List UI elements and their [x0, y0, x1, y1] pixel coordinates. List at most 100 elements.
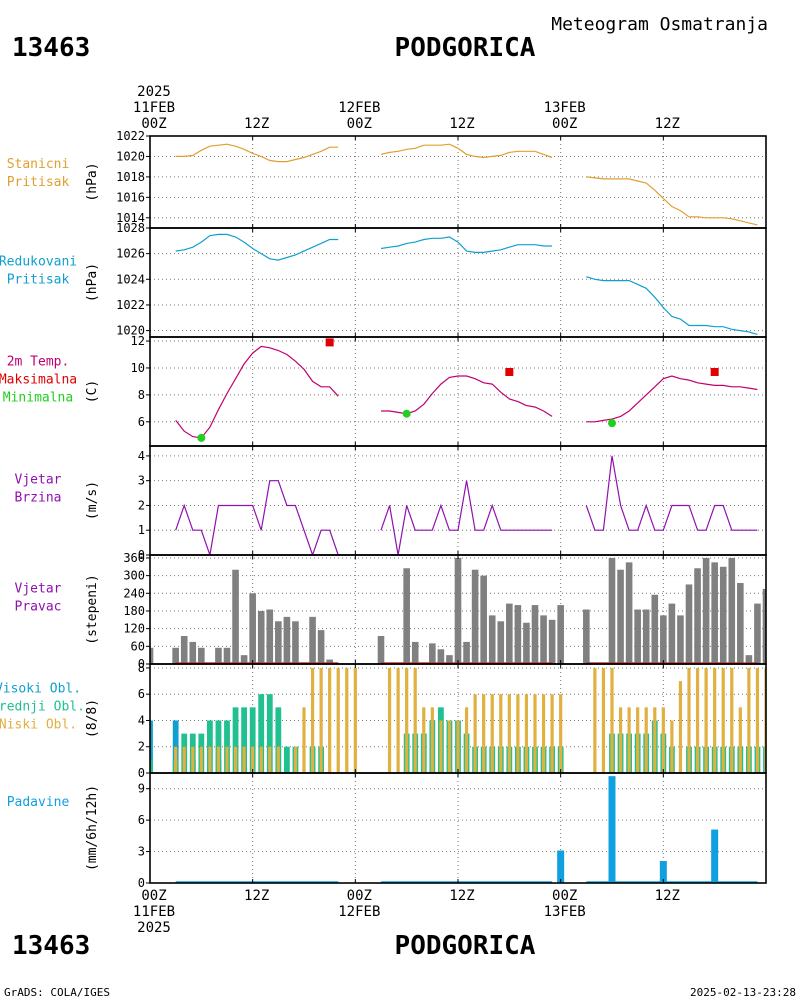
- precip-bar: [557, 850, 565, 883]
- wind-dir-bar: [660, 615, 667, 664]
- wind-dir-bar: [446, 655, 453, 664]
- time-axis-label: 11FEB: [133, 100, 175, 116]
- y-axis-title: (hPa): [85, 162, 100, 201]
- y-tick-label: 2: [138, 740, 145, 754]
- panel-label: Visoki Obl.: [0, 682, 81, 697]
- wind-dir-bar: [317, 630, 325, 664]
- wind-dir-bar: [429, 643, 436, 664]
- wind-dir-bar: [677, 615, 684, 664]
- low-cloud-bar: [430, 707, 434, 773]
- series-line-wind-speed: [380, 480, 553, 555]
- time-axis-label: 00Z: [141, 116, 166, 132]
- wind-dir-bar: [488, 615, 496, 664]
- low-cloud-bar: [730, 667, 734, 773]
- low-cloud-bar: [747, 667, 751, 773]
- panel-label: Pravac: [15, 600, 62, 615]
- low-cloud-bar: [755, 667, 760, 773]
- low-cloud-bar: [644, 707, 648, 773]
- wind-dir-bar: [668, 603, 676, 664]
- series-line-temperature: [586, 375, 758, 423]
- tmin-marker: [197, 433, 206, 442]
- wind-dir-bar: [257, 610, 265, 664]
- plot-area-reduced-pressure: [150, 228, 766, 337]
- low-cloud-bar: [482, 694, 486, 773]
- wind-dir-bar: [634, 609, 641, 664]
- wind-dir-bar: [275, 621, 282, 664]
- y-tick-label: 2: [138, 498, 145, 512]
- precip-bar: [711, 829, 719, 883]
- tmax-marker: [710, 367, 719, 376]
- wind-dir-bar: [745, 655, 753, 664]
- low-cloud-bar: [704, 667, 708, 773]
- tmin-marker: [608, 419, 616, 428]
- y-axis-title: (hPa): [85, 263, 100, 302]
- low-cloud-bar: [208, 746, 212, 773]
- wind-dir-bar: [625, 562, 633, 664]
- wind-dir-bar: [711, 562, 718, 664]
- time-axis-label: 00Z: [552, 888, 577, 904]
- low-cloud-bar: [302, 707, 306, 773]
- wind-dir-bar: [480, 575, 487, 664]
- y-tick-label: 1024: [116, 272, 145, 286]
- y-tick-label: 0: [138, 657, 145, 671]
- low-cloud-bar: [618, 707, 623, 773]
- low-cloud-bar: [524, 694, 529, 773]
- low-cloud-bar: [550, 694, 554, 773]
- low-cloud-bar: [499, 694, 503, 773]
- y-tick-label: 180: [123, 604, 145, 618]
- panel-label: Srednji Obl.: [0, 700, 85, 715]
- wind-dir-bar: [548, 619, 556, 664]
- wind-dir-bar: [540, 615, 547, 664]
- mid-cloud-bar: [275, 707, 282, 773]
- high-cloud-bar: [121, 734, 127, 773]
- wind-dir-bar: [249, 593, 256, 664]
- wind-dir-bar: [471, 569, 479, 664]
- time-axis-label: 12FEB: [338, 100, 380, 116]
- wind-dir-bar: [232, 569, 239, 664]
- low-cloud-bar: [336, 667, 340, 773]
- precip-bar: [659, 861, 667, 883]
- panel-label: Vjetar: [15, 473, 62, 488]
- y-axis-title: (8/8): [85, 699, 100, 738]
- y-axis-title: (mm/6h/12h): [85, 785, 100, 871]
- low-cloud-bar: [396, 667, 400, 773]
- plot-area-precipitation: [150, 773, 766, 883]
- y-tick-label: 0: [138, 548, 145, 562]
- wind-dir-bar: [463, 641, 470, 664]
- low-cloud-bar: [687, 667, 691, 773]
- series-line-wind-speed: [175, 480, 339, 555]
- panel-label: Stanicni: [7, 157, 70, 172]
- wind-dir-bar: [150, 647, 154, 664]
- panel-label: Pritisak: [7, 273, 70, 288]
- low-cloud-bar: [422, 707, 426, 773]
- y-tick-label: 4: [138, 449, 145, 463]
- wind-dir-bar: [719, 566, 727, 664]
- y-tick-label: 360: [123, 551, 145, 565]
- y-tick-label: 300: [123, 569, 145, 583]
- y-tick-label: 3: [138, 474, 145, 488]
- series-line-reduced-pressure: [586, 276, 758, 335]
- panel-label: Minimalna: [3, 391, 73, 406]
- y-axis-title: (m/s): [85, 481, 100, 520]
- wind-dir-bar: [266, 609, 274, 664]
- panel-label: Vjetar: [15, 582, 62, 597]
- wind-dir-bar: [762, 588, 766, 664]
- low-cloud-bar: [405, 667, 409, 773]
- time-axis-label: 00Z: [347, 116, 372, 132]
- time-axis-label: 13FEB: [544, 100, 586, 116]
- low-cloud-bar: [627, 707, 631, 773]
- series-line-station-pressure: [586, 176, 758, 226]
- y-axis-title: (C): [85, 380, 100, 403]
- low-cloud-bar: [490, 694, 494, 773]
- wind-dir-bar: [514, 605, 522, 664]
- footer-credit: GrADS: COLA/IGES: [4, 986, 110, 999]
- y-tick-label: 1018: [116, 170, 145, 184]
- low-cloud-bar: [559, 694, 563, 773]
- time-axis-label: 12Z: [244, 888, 269, 904]
- y-tick-label: 1020: [116, 149, 145, 163]
- low-cloud-bar: [413, 667, 417, 773]
- low-cloud-bar: [533, 694, 537, 773]
- time-axis-label: 12FEB: [338, 904, 380, 920]
